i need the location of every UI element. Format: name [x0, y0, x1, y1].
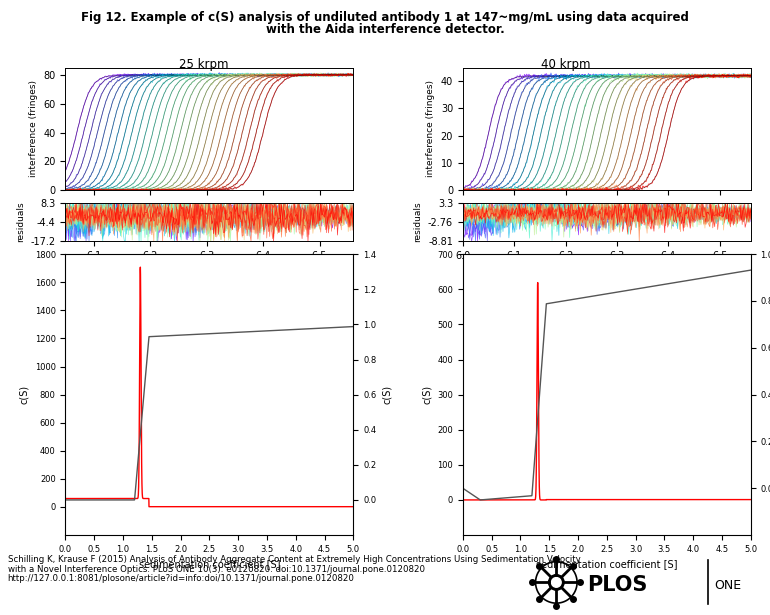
Text: ONE: ONE [715, 579, 742, 592]
X-axis label: radius (cm): radius (cm) [579, 266, 634, 277]
X-axis label: sedimentation coefficient [S]: sedimentation coefficient [S] [139, 559, 280, 569]
Text: Schilling K, Krause F (2015) Analysis of Antibody Aggregate Content at Extremely: Schilling K, Krause F (2015) Analysis of… [8, 555, 581, 564]
Circle shape [551, 577, 561, 587]
Text: http://127.0.0.1:8081/plosone/article?id=info:doi/10.1371/journal.pone.0120820: http://127.0.0.1:8081/plosone/article?id… [8, 574, 354, 584]
Text: Fig 12. Example of c(S) analysis of undiluted antibody 1 at 147~mg/mL using data: Fig 12. Example of c(S) analysis of undi… [81, 11, 689, 24]
Y-axis label: interference (fringes): interference (fringes) [28, 81, 38, 177]
Y-axis label: interference (fringes): interference (fringes) [426, 81, 435, 177]
Y-axis label: residuals: residuals [413, 202, 423, 242]
X-axis label: sedimentation coefficient [S]: sedimentation coefficient [S] [536, 559, 678, 569]
Text: 40 krpm: 40 krpm [541, 58, 591, 71]
Y-axis label: c(S): c(S) [19, 385, 29, 404]
X-axis label: radius (cm): radius (cm) [182, 266, 237, 277]
Text: with the Aida interference detector.: with the Aida interference detector. [266, 23, 504, 36]
Text: with a Novel Interference Optics. PLoS ONE 10(3): e0120820. doi:10.1371/journal.: with a Novel Interference Optics. PLoS O… [8, 565, 425, 574]
Y-axis label: c(S): c(S) [382, 385, 392, 404]
Text: PLOS: PLOS [588, 576, 648, 595]
Y-axis label: c(S): c(S) [422, 385, 432, 404]
Text: 25 krpm: 25 krpm [179, 58, 229, 71]
Y-axis label: residuals: residuals [16, 202, 25, 242]
Circle shape [548, 574, 564, 590]
